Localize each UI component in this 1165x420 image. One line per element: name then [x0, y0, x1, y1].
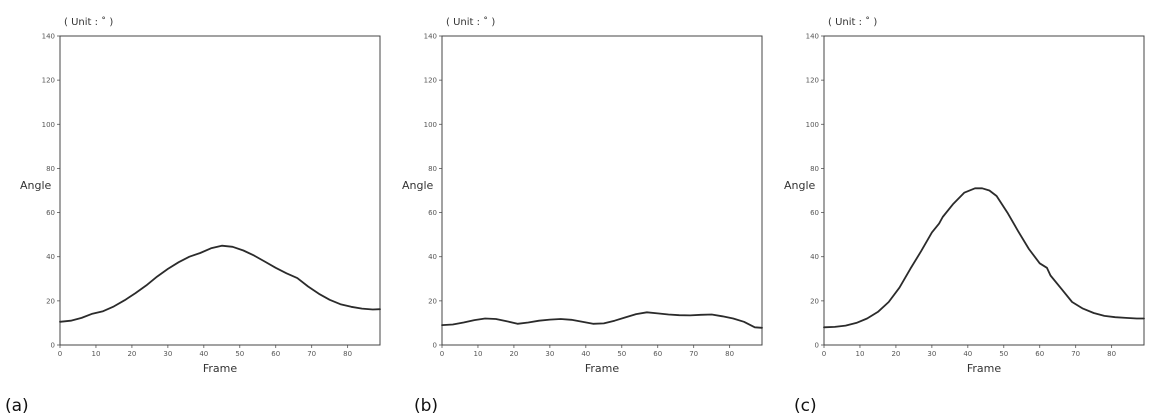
panel-label-a: (a) [5, 396, 29, 416]
x-tick-label: 10 [91, 350, 100, 358]
series-line [59, 244, 381, 323]
x-tick-label: 70 [1071, 350, 1080, 358]
y-tick-label: 100 [806, 121, 819, 129]
y-tick-label: 80 [810, 165, 819, 173]
x-tick-label: 30 [545, 350, 554, 358]
unit-label: ( Unit : ˚ ) [64, 16, 113, 28]
y-tick-label: 40 [46, 253, 55, 261]
y-tick-label: 20 [428, 297, 437, 305]
unit-label: ( Unit : ˚ ) [446, 16, 495, 28]
y-tick-label: 140 [42, 33, 55, 41]
y-tick-label: 60 [428, 209, 437, 217]
series-line [441, 311, 763, 329]
x-axis-label: Frame [967, 362, 1002, 375]
x-tick-label: 20 [891, 350, 900, 358]
x-tick-label: 80 [1107, 350, 1116, 358]
x-tick-label: 20 [127, 350, 136, 358]
y-tick-label: 20 [810, 297, 819, 305]
y-tick-label: 140 [424, 33, 437, 41]
x-tick-label: 60 [1035, 350, 1044, 358]
plot-frame [441, 35, 763, 346]
y-tick-label: 120 [42, 77, 55, 85]
y-tick-label: 120 [424, 77, 437, 85]
y-tick-label: 0 [433, 342, 437, 350]
x-tick-label: 10 [855, 350, 864, 358]
y-tick-label: 120 [806, 77, 819, 85]
x-tick-label: 30 [163, 350, 172, 358]
panel-label-b: (b) [414, 396, 439, 416]
chart-panel-b: ( Unit : ˚ ) 0 20 40 60 80 100 120 140 0 10 20 30 40 5… [382, 0, 770, 420]
x-tick-label: 60 [271, 350, 280, 358]
x-tick-label: 0 [440, 350, 444, 358]
x-tick-label: 70 [307, 350, 316, 358]
unit-label: ( Unit : ˚ ) [828, 16, 877, 28]
y-tick-label: 0 [815, 342, 819, 350]
y-tick-label: 60 [46, 209, 55, 217]
y-tick-label: 20 [46, 297, 55, 305]
y-tick-label: 60 [810, 209, 819, 217]
plot-frame [823, 35, 1145, 346]
chart-b: ( Unit : ˚ ) 0 20 40 60 80 100 120 140 0 10 20 30 40 5… [402, 16, 763, 375]
x-tick-label: 0 [822, 350, 826, 358]
x-tick-label: 70 [689, 350, 698, 358]
x-tick-label: 50 [999, 350, 1008, 358]
x-tick-label: 10 [473, 350, 482, 358]
y-axis-label: Angle [402, 179, 434, 192]
x-tick-label: 30 [927, 350, 936, 358]
panel-label-c: (c) [794, 396, 817, 416]
y-tick-label: 140 [806, 33, 819, 41]
y-tick-label: 40 [810, 253, 819, 261]
x-tick-label: 80 [725, 350, 734, 358]
series-line [823, 187, 1145, 329]
y-tick-label: 80 [46, 165, 55, 173]
x-tick-label: 50 [617, 350, 626, 358]
x-tick-label: 40 [963, 350, 972, 358]
x-tick-label: 80 [343, 350, 352, 358]
plot-frame [59, 35, 381, 346]
x-tick-label: 20 [509, 350, 518, 358]
y-tick-label: 80 [428, 165, 437, 173]
y-tick-label: 100 [424, 121, 437, 129]
y-axis-label: Angle [20, 179, 52, 192]
y-axis-label: Angle [784, 179, 816, 192]
chart-c: ( Unit : ˚ ) 0 20 40 60 80 100 120 140 0 10 20 30 40 5… [784, 16, 1145, 375]
x-tick-label: 0 [58, 350, 62, 358]
x-axis-label: Frame [585, 362, 620, 375]
x-tick-label: 40 [581, 350, 590, 358]
x-tick-label: 40 [199, 350, 208, 358]
chart-a: ( Unit : ˚ ) 0 20 40 60 80 100 120 140 0 10 20 30 40 5… [20, 16, 381, 375]
y-tick-label: 0 [51, 342, 55, 350]
chart-panel-c: ( Unit : ˚ ) 0 20 40 60 80 100 120 140 0 10 20 30 40 5… [764, 0, 1152, 420]
chart-panel-a: ( Unit : ˚ ) 0 20 40 60 80 100 120 140 0 10 20 30 40 5… [0, 0, 388, 420]
x-tick-label: 60 [653, 350, 662, 358]
x-axis-label: Frame [203, 362, 238, 375]
y-tick-label: 100 [42, 121, 55, 129]
x-tick-label: 50 [235, 350, 244, 358]
y-tick-label: 40 [428, 253, 437, 261]
